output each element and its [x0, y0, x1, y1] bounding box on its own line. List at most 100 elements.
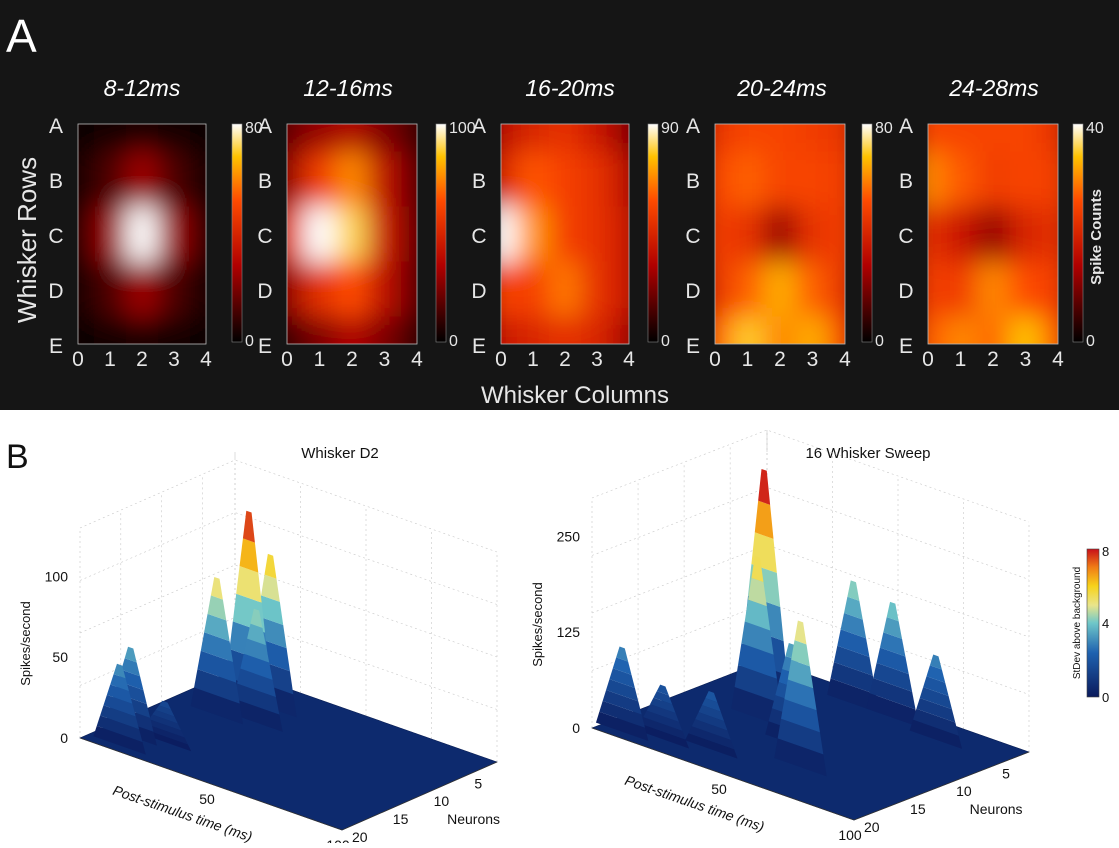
panel-b-figure: B Whisker D2050100501005101520Spikes/sec…	[6, 429, 1109, 848]
surface-peak-band	[691, 719, 731, 740]
heatmap-cell	[549, 261, 581, 317]
surface-peak-band	[609, 668, 635, 689]
heatmap-cell	[796, 151, 829, 207]
heatmap-cell	[1009, 151, 1042, 207]
column-tick-label: 4	[1052, 348, 1064, 371]
row-tick-label: B	[258, 170, 272, 193]
heatmap-cell	[190, 124, 206, 152]
heatmap-cell	[517, 124, 549, 152]
surface-peak-band	[606, 679, 639, 702]
surface-peak-band	[257, 595, 284, 626]
surface-peak-band	[643, 710, 683, 731]
z-tick-label: 0	[60, 730, 68, 746]
surface-peak-band	[695, 712, 728, 731]
heatmap-cell	[944, 206, 977, 262]
row-tick-label: E	[472, 335, 486, 358]
row-tick-label: E	[686, 335, 700, 358]
heatmap-cell	[828, 316, 845, 344]
heatmap-cell	[303, 124, 336, 152]
heatmap-cell	[1041, 124, 1058, 152]
surface-peak-band	[688, 726, 735, 750]
surface-peak-band	[844, 596, 863, 620]
panel-b-letter: B	[6, 438, 29, 476]
surface-peak-band	[913, 708, 959, 736]
heatmap-cell	[303, 316, 336, 344]
heatmap-cell	[126, 316, 158, 344]
heatmap-title: 12-16ms	[303, 75, 393, 101]
column-tick-label: 2	[136, 348, 148, 371]
heatmap-cell	[828, 261, 845, 317]
surface-peak-band	[754, 500, 774, 539]
y-axis-line	[853, 751, 1030, 821]
surface-peak-band	[866, 693, 919, 727]
colorbar-label: Spike Counts	[1088, 189, 1105, 285]
surface-peak-band	[612, 657, 632, 675]
heatmap-cell	[368, 261, 401, 317]
heatmap-cell	[517, 206, 549, 262]
z-tick-label: 0	[572, 720, 580, 736]
panel-b-colorbar-label: StDev above background	[1072, 567, 1083, 679]
y-tick-label: 5	[474, 775, 482, 791]
surface-peak-band	[909, 719, 963, 749]
heatmap-cells	[287, 124, 417, 344]
heatmap-cell	[763, 124, 797, 152]
surface-plot: Whisker D2 0 50 100 50 100 5 10 15 20 Spikes/secon…	[18, 445, 500, 848]
surface-peak-band	[100, 705, 140, 730]
heatmap-cell	[731, 316, 764, 344]
surface-peak-band	[197, 650, 237, 683]
heatmap-cell	[400, 261, 417, 317]
row-tick-label: D	[257, 280, 272, 303]
x-tick-label: 50	[711, 781, 727, 797]
panel-a-y-label: Whisker Rows	[12, 157, 42, 323]
row-tick-label: E	[49, 335, 63, 358]
row-tick-label: B	[49, 170, 63, 193]
heatmap-cell	[190, 316, 206, 344]
surface-peak-band	[794, 620, 807, 645]
colorbar-min-label: 0	[1086, 333, 1095, 350]
surface-peak-band	[602, 689, 642, 715]
column-tick-label: 3	[1020, 348, 1032, 371]
surface-peak-band	[656, 684, 669, 696]
row-tick-label: C	[48, 225, 63, 248]
column-tick-label: 2	[774, 348, 786, 371]
panel-b-colorbar-tick: 8	[1102, 544, 1109, 559]
grid-line	[79, 512, 498, 605]
y-tick-label: 20	[352, 829, 368, 843]
surface-peak-band	[744, 599, 771, 631]
x-axis-line	[79, 737, 343, 831]
heatmap-cell	[94, 151, 126, 207]
heatmap-cell	[763, 316, 797, 344]
surface-peak-band	[734, 665, 781, 703]
heatmap-cell	[368, 206, 401, 262]
panel-a-letter: A	[6, 10, 37, 62]
heatmap-cell	[1009, 206, 1042, 262]
surface-peak-band	[646, 704, 679, 722]
heatmap-cell	[928, 206, 945, 262]
heatmap-cells	[78, 124, 206, 344]
x-tick-label: 50	[199, 791, 215, 807]
heatmap-cell	[731, 261, 764, 317]
column-tick-label: 4	[411, 348, 423, 371]
colorbar-max-label: 80	[245, 120, 263, 137]
surface-peak-band	[155, 705, 175, 717]
heatmap-cell	[94, 206, 126, 262]
heatmap-cell	[731, 124, 764, 152]
heatmap-cell	[126, 261, 158, 317]
surface-peak-band	[207, 595, 227, 621]
heatmap-cell	[517, 151, 549, 207]
row-tick-label: C	[898, 225, 913, 248]
heatmap-cell	[581, 206, 613, 262]
z-tick-label: 125	[557, 624, 581, 640]
heatmap-frame	[500, 123, 630, 345]
surface-peak-band	[698, 705, 725, 722]
surface-peak-band	[250, 608, 263, 628]
z-tick-label: 250	[557, 528, 581, 544]
heatmap-cell	[287, 206, 304, 262]
surface-peak-band	[636, 723, 690, 749]
y-tick-label: 15	[393, 811, 409, 827]
heatmap-cell	[1041, 316, 1058, 344]
surface-peak-band	[242, 510, 255, 543]
surface-peak-band	[748, 577, 767, 607]
heatmap-cell	[1041, 261, 1058, 317]
